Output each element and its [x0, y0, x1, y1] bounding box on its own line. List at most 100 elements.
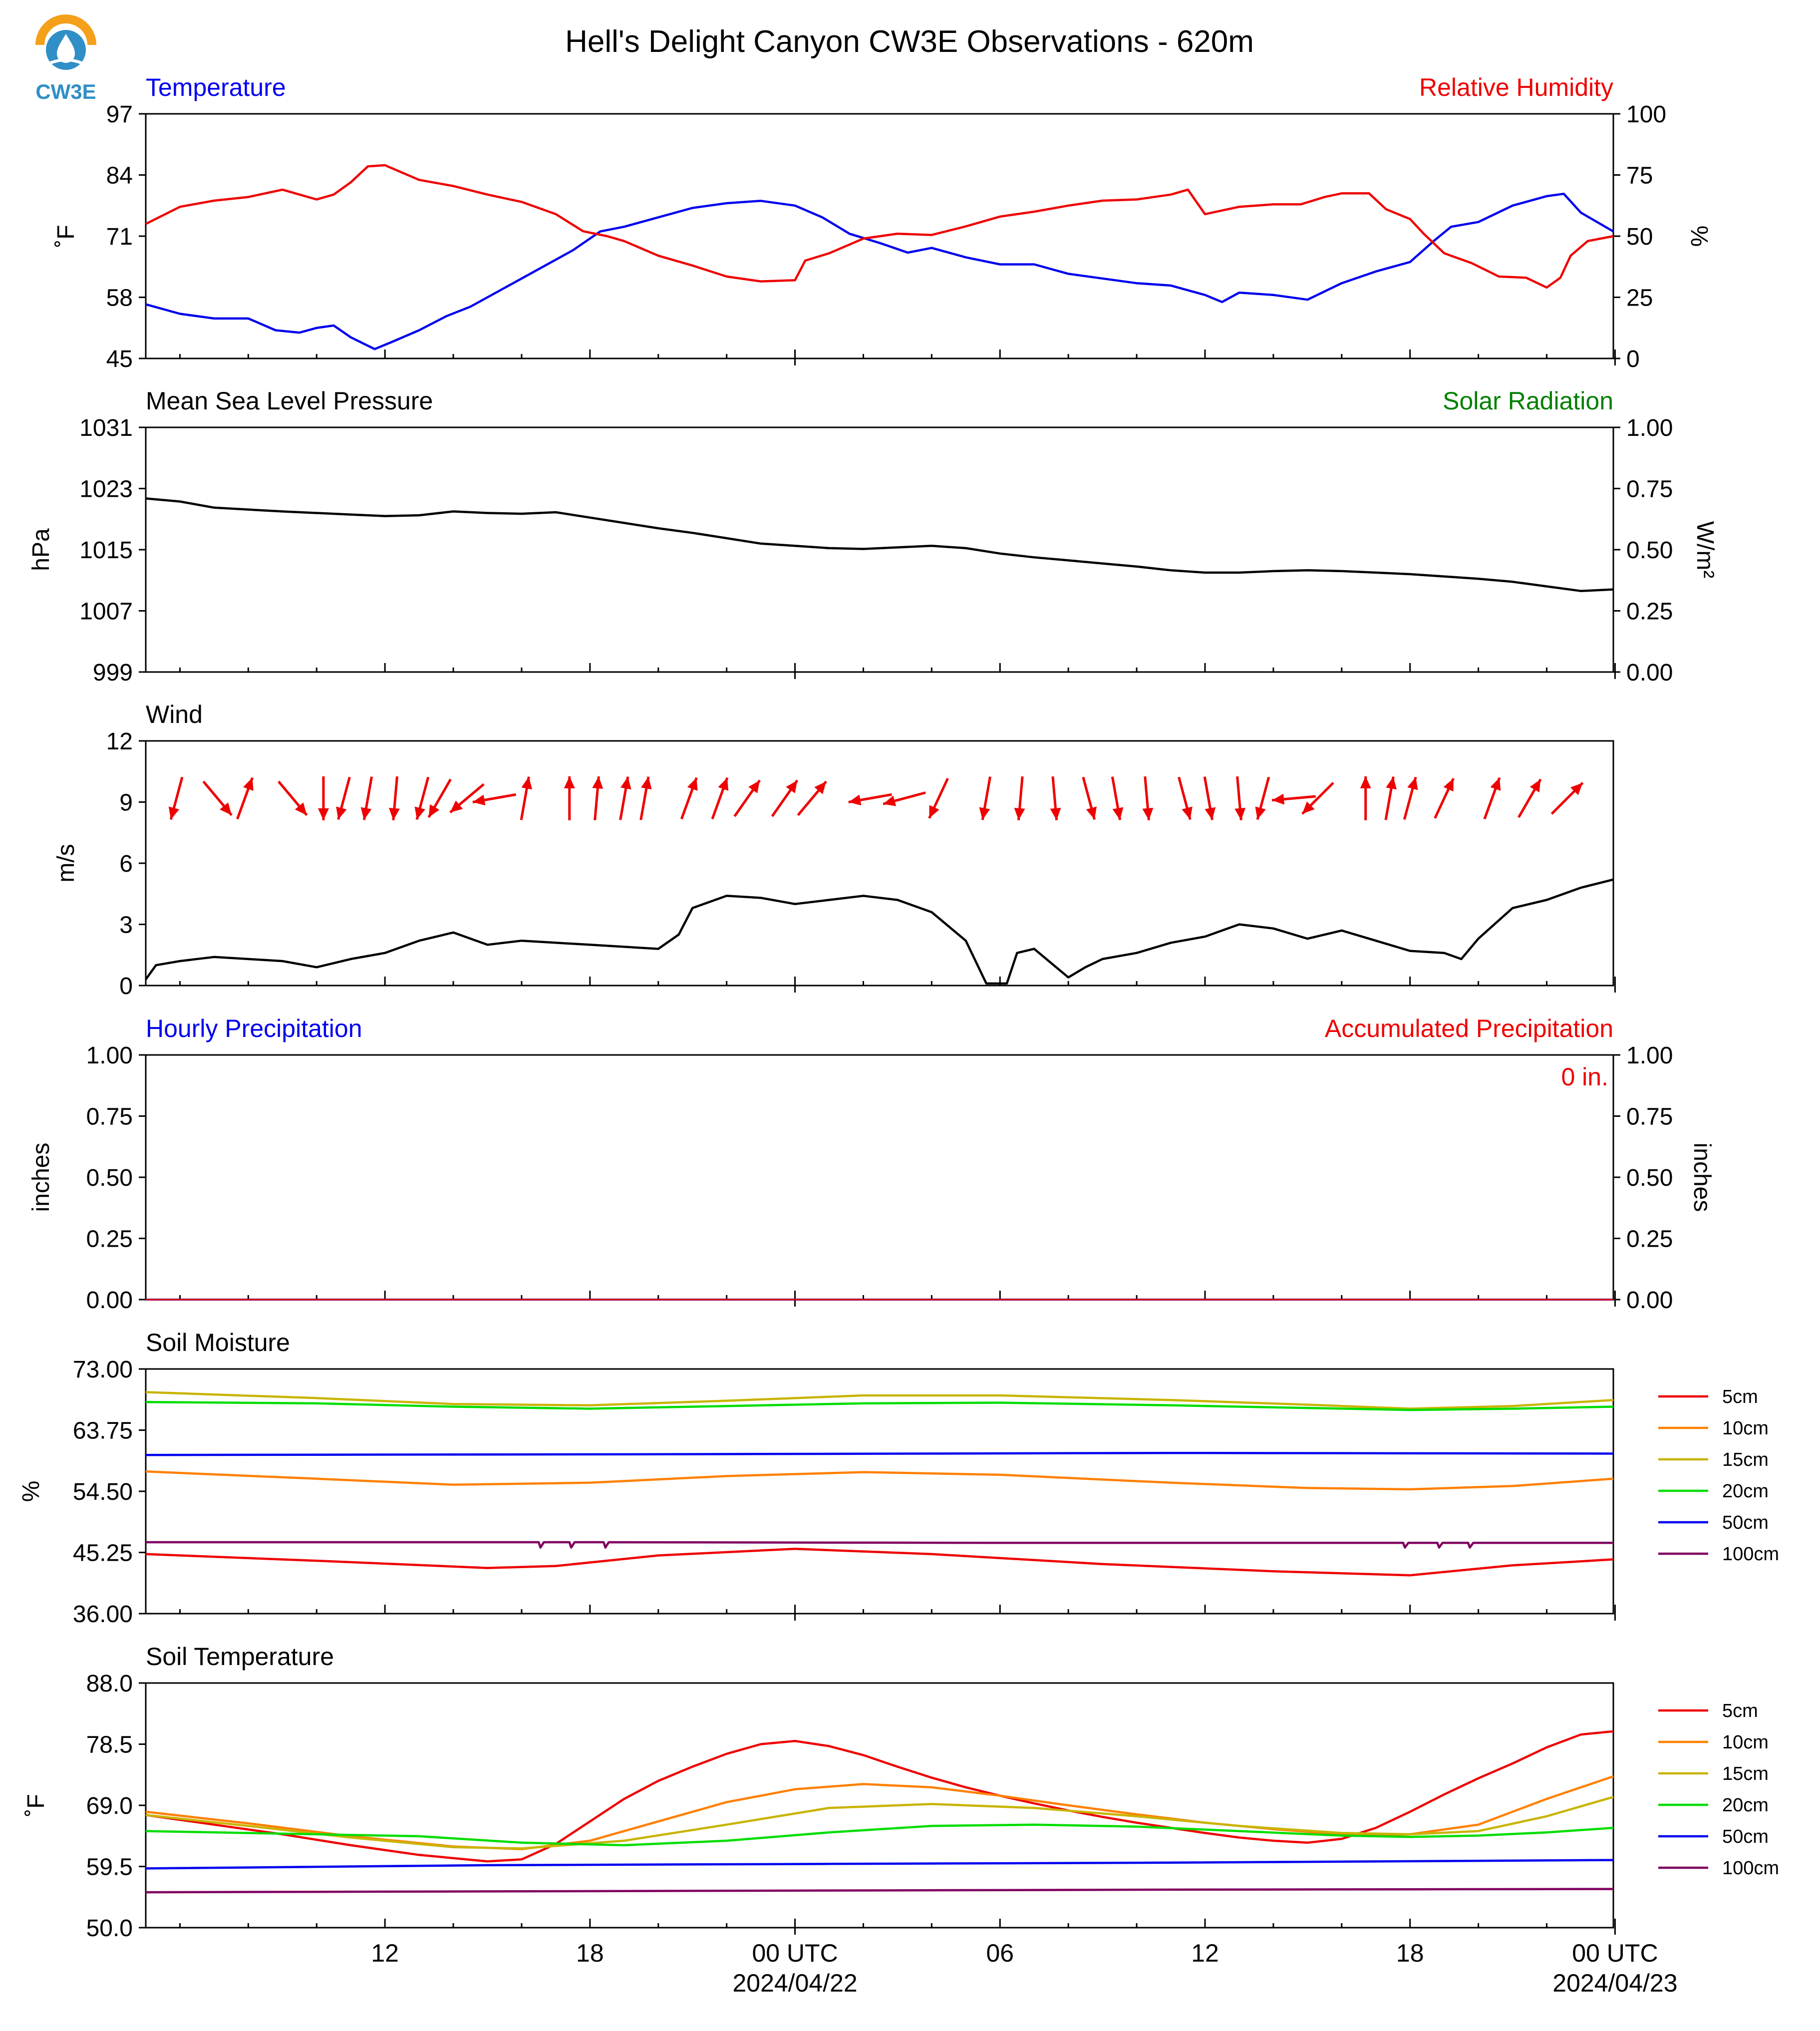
wind-tick-label: 12: [106, 728, 133, 755]
soil-moisture-legend-label: 100cm: [1722, 1544, 1779, 1565]
wind-arrow: [520, 776, 533, 820]
wind-arrow: [1403, 776, 1418, 820]
wind-arrow: [1234, 776, 1246, 821]
precip-tick-label: 0.50: [86, 1165, 133, 1191]
pressure-x-ticks: [179, 663, 1616, 679]
accum-precip-title: Accumulated Precipitation: [1325, 1015, 1613, 1042]
soil-temp-legend-label: 100cm: [1722, 1858, 1779, 1879]
solar-radiation-title: Solar Radiation: [1443, 387, 1613, 415]
wind-arrow: [414, 776, 430, 820]
wind-arrow: [1111, 776, 1124, 820]
wind-arrow: [1082, 776, 1097, 820]
soil-temp-tick-label: 69.0: [86, 1793, 133, 1819]
humidity-tick-label: 25: [1626, 285, 1653, 312]
temperature-title: Temperature: [146, 73, 286, 101]
wind-arrow: [1550, 782, 1584, 815]
wind-panel: Wind 0 3 6 9 12 m/s: [53, 700, 1616, 1000]
wind-arrow: [771, 779, 799, 817]
soil-moisture-line-100cm: [146, 1541, 1613, 1549]
precip-panel: Hourly Precipitation Accumulated Precipi…: [28, 1015, 1715, 1314]
wind-arrow-head: [472, 794, 486, 806]
soil-temp-line-100cm: [145, 1888, 1614, 1894]
wind-arrow-head: [1182, 806, 1193, 820]
pressure-tick-label: 1015: [79, 537, 133, 564]
temperature-tick-label: 97: [106, 101, 133, 128]
wind-arrow-head: [592, 776, 604, 789]
wind-arrow-head: [450, 800, 463, 813]
temperature-tick-label: 71: [106, 224, 133, 250]
temperature-left-ticks: 45 58 71 84 97: [106, 101, 146, 372]
wind-arrow-head: [317, 808, 329, 820]
humidity-line: [145, 164, 1614, 289]
accum-tick-label: 0.00: [1626, 1287, 1673, 1314]
water-drop-logo-icon: [35, 14, 96, 70]
pressure-ylabel: hPa: [28, 528, 54, 571]
wind-arrow-head: [1529, 779, 1541, 793]
pressure-tick-label: 1007: [79, 599, 133, 625]
precip-tick-label: 0.25: [86, 1226, 133, 1253]
wind-arrow-head: [620, 776, 631, 790]
wind-arrow-head: [1014, 807, 1025, 820]
wind-arrow: [1050, 776, 1061, 821]
wind-arrow-head: [168, 806, 180, 820]
precip-ylabel-left: inches: [28, 1143, 54, 1212]
precip-left-ticks: 0.00 0.25 0.50 0.75 1.00: [86, 1042, 146, 1314]
x-tick-label: 12: [371, 1939, 399, 1967]
solar-tick-label: 0.25: [1626, 599, 1673, 625]
wind-left-ticks: 0 3 6 9 12: [106, 728, 146, 1000]
wind-arrow: [336, 776, 351, 820]
x-tick-label: 00 UTC: [1572, 1939, 1658, 1967]
wind-arrow: [472, 793, 516, 806]
wind-arrow: [848, 793, 892, 806]
soil-moisture-legend: 5cm 10cm 15cm 20cm 50cm 100cm: [1658, 1386, 1779, 1565]
solar-tick-label: 0.75: [1626, 476, 1673, 503]
x-date-label: 2024/04/22: [732, 1969, 857, 1997]
pressure-line: [145, 497, 1614, 592]
wind-arrow-head: [687, 777, 698, 791]
soil-temp-ylabel: ˚F: [23, 1794, 49, 1816]
soil-moisture-legend-label: 20cm: [1722, 1481, 1769, 1502]
accum-precip-value: 0 in.: [1561, 1063, 1608, 1091]
logo: CW3E: [35, 14, 96, 103]
wind-arrow: [711, 777, 729, 820]
wind-arrow: [592, 776, 604, 821]
wind-arrow: [1483, 777, 1501, 820]
wind-arrow-head: [428, 804, 440, 818]
soil-temp-line-5cm: [145, 1730, 1614, 1863]
solar-tick-label: 0.00: [1626, 660, 1673, 686]
precip-right-ticks: 0.00 0.25 0.50 0.75 1.00: [1613, 1042, 1673, 1314]
accum-tick-label: 0.25: [1626, 1226, 1673, 1253]
temperature-tick-label: 58: [106, 285, 133, 312]
wind-arrow-head: [883, 795, 897, 806]
wind-arrow: [680, 777, 698, 820]
temperature-x-ticks: [179, 349, 1616, 365]
wind-arrow-head: [336, 806, 347, 820]
wind-arrow: [1203, 776, 1216, 820]
soil-moisture-legend-label: 5cm: [1722, 1386, 1758, 1407]
wind-arrow: [1360, 776, 1371, 820]
wind-arrow-head: [521, 776, 533, 790]
accum-tick-label: 1.00: [1626, 1042, 1673, 1069]
temperature-right-ticks: 0 25 50 75 100: [1613, 101, 1666, 372]
solar-tick-label: 0.50: [1626, 537, 1673, 564]
temperature-panel: Temperature Relative Humidity 45 58 71 84 97…: [53, 73, 1712, 372]
wind-arrow-head: [360, 807, 372, 820]
wind-arrow: [168, 776, 184, 820]
wind-arrow: [1271, 793, 1316, 805]
wind-arrow: [236, 777, 254, 820]
wind-arrow: [1014, 776, 1025, 821]
soil-temp-legend-label: 15cm: [1722, 1763, 1769, 1784]
wind-arrow: [388, 776, 400, 821]
wind-arrow: [639, 776, 652, 820]
wind-arrow: [1178, 776, 1193, 820]
soil-temp-line-20cm: [145, 1823, 1614, 1847]
soil-moisture-legend-label: 50cm: [1722, 1512, 1769, 1533]
soil-temp-x-ticks: [179, 1919, 1616, 1935]
soil-moisture-tick-label: 36.00: [73, 1601, 133, 1628]
temperature-ylabel: ˚F: [53, 225, 79, 247]
humidity-title: Relative Humidity: [1419, 73, 1613, 101]
wind-arrow-head: [220, 802, 232, 815]
wind-tick-label: 9: [119, 790, 133, 816]
wind-arrow-head: [718, 777, 729, 791]
